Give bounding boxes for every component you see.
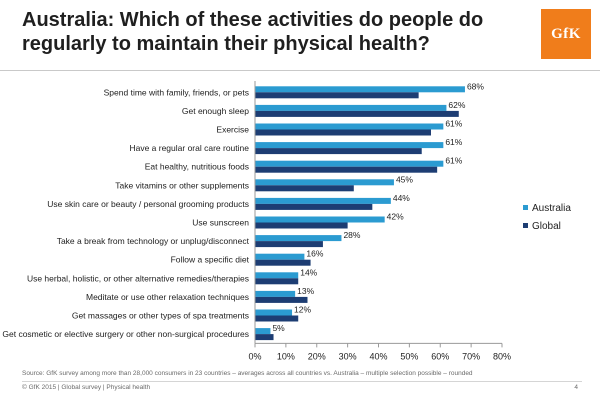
bar-global (255, 296, 308, 303)
bar-australia (255, 123, 444, 130)
source-note: Source: GfK survey among more than 28,00… (22, 370, 473, 377)
x-tick-label: 40% (369, 351, 387, 361)
data-label-australia: 61% (445, 137, 462, 147)
bar-global (255, 203, 373, 210)
bar-australia (255, 328, 271, 335)
footer-divider (22, 381, 582, 382)
data-label-australia: 16% (306, 249, 323, 259)
bar-global (255, 185, 354, 192)
bar-global (255, 129, 431, 136)
bar-global (255, 259, 311, 266)
bar-global (255, 92, 419, 99)
page-title: Australia: Which of these activities do … (22, 8, 492, 56)
bar-australia (255, 290, 296, 297)
bar-global (255, 222, 348, 229)
data-label-australia: 42% (387, 212, 404, 222)
category-label: Meditate or use other relaxation techniq… (86, 292, 249, 302)
bar-australia (255, 104, 447, 111)
data-label-australia: 68% (467, 81, 484, 91)
category-label: Get cosmetic or elective surgery or othe… (2, 329, 249, 339)
bar-australia (255, 142, 444, 149)
data-label-australia: 45% (396, 174, 413, 184)
bar-australia (255, 309, 293, 316)
category-label: Follow a specific diet (171, 255, 250, 265)
bar-global (255, 148, 422, 155)
data-label-australia: 14% (300, 267, 317, 277)
category-label: Get enough sleep (182, 106, 249, 116)
category-label: Take a break from technology or unplug/d… (57, 236, 250, 246)
gfk-logo: GfK (541, 9, 591, 59)
category-label: Spend time with family, friends, or pets (104, 87, 249, 97)
legend-label-global: Global (532, 221, 561, 232)
data-label-australia: 62% (448, 100, 465, 110)
x-tick-label: 70% (462, 351, 480, 361)
title-country: Australia (22, 9, 108, 31)
data-label-australia: 13% (297, 286, 314, 296)
bar-global (255, 241, 323, 248)
bar-australia (255, 86, 465, 93)
bar-global (255, 315, 299, 322)
category-label: Take vitamins or other supplements (115, 180, 249, 190)
data-label-australia: 5% (272, 323, 285, 333)
page-number: 4 (574, 384, 578, 391)
header-divider (0, 70, 600, 71)
bar-global (255, 166, 438, 173)
legend-swatch-australia (523, 205, 528, 210)
bar-australia (255, 160, 444, 167)
category-label: Use herbal, holistic, or other alternati… (27, 273, 249, 283)
x-tick-label: 60% (431, 351, 449, 361)
bar-australia (255, 253, 305, 260)
bar-australia (255, 216, 385, 223)
title-question: : Which of these activities do people do… (22, 9, 484, 55)
category-label: Exercise (216, 125, 249, 135)
category-label: Use skin care or beauty / personal groom… (47, 199, 249, 209)
bar-chart: Spend time with family, friends, or pets… (2, 81, 571, 361)
data-label-australia: 12% (294, 305, 311, 315)
x-tick-label: 50% (400, 351, 418, 361)
footer-copyright: © GfK 2015 | Global survey | Physical he… (22, 384, 151, 391)
bar-global (255, 110, 459, 117)
category-label: Get massages or other types of spa treat… (72, 311, 249, 321)
bar-australia (255, 197, 391, 204)
x-tick-label: 0% (248, 351, 261, 361)
data-label-australia: 28% (343, 230, 360, 240)
category-label: Have a regular oral care routine (129, 143, 249, 153)
data-label-australia: 44% (393, 193, 410, 203)
data-label-australia: 61% (445, 119, 462, 129)
bar-australia (255, 235, 342, 242)
bar-global (255, 334, 274, 341)
x-tick-label: 80% (493, 351, 511, 361)
x-tick-label: 10% (277, 351, 295, 361)
bar-australia (255, 179, 394, 186)
legend-label-australia: Australia (532, 203, 571, 214)
logo-text: GfK (551, 25, 581, 42)
legend-swatch-global (523, 223, 528, 228)
category-label: Use sunscreen (192, 218, 249, 228)
data-label-australia: 61% (445, 156, 462, 166)
bar-global (255, 278, 299, 285)
category-label: Eat healthy, nutritious foods (145, 162, 249, 172)
x-tick-label: 30% (339, 351, 357, 361)
x-tick-label: 20% (308, 351, 326, 361)
bar-australia (255, 272, 299, 279)
